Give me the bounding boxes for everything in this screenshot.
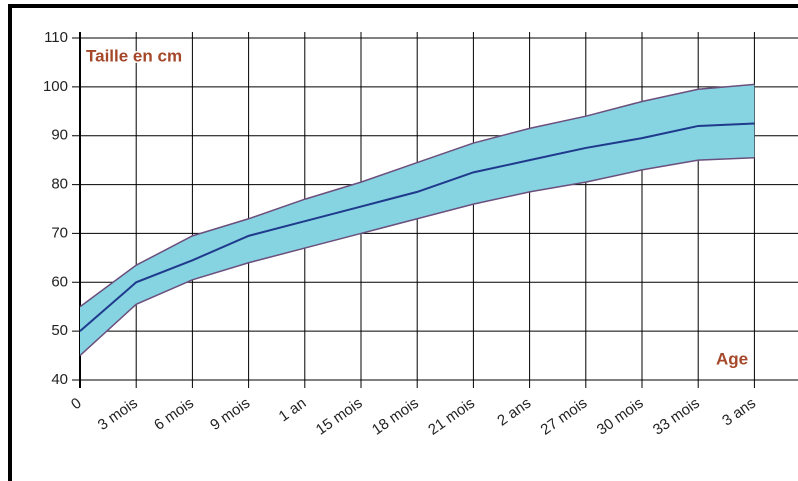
- series-line: [79, 122, 755, 332]
- y-axis-label: Taille en cm: [86, 46, 182, 65]
- band-area: [80, 84, 755, 356]
- y-tick-label: 50: [51, 322, 68, 339]
- x-axis-label: Age: [716, 349, 748, 368]
- y-tick-label: 60: [51, 273, 68, 290]
- band-edge: [79, 83, 755, 308]
- y-tick-label: 90: [51, 127, 68, 144]
- band-edge: [79, 156, 755, 357]
- y-tick-label: 40: [51, 371, 68, 388]
- y-tick-label: 70: [51, 224, 68, 241]
- y-tick-label: 80: [51, 176, 68, 193]
- y-tick-label: 100: [43, 78, 68, 95]
- y-tick-label: 110: [44, 29, 68, 46]
